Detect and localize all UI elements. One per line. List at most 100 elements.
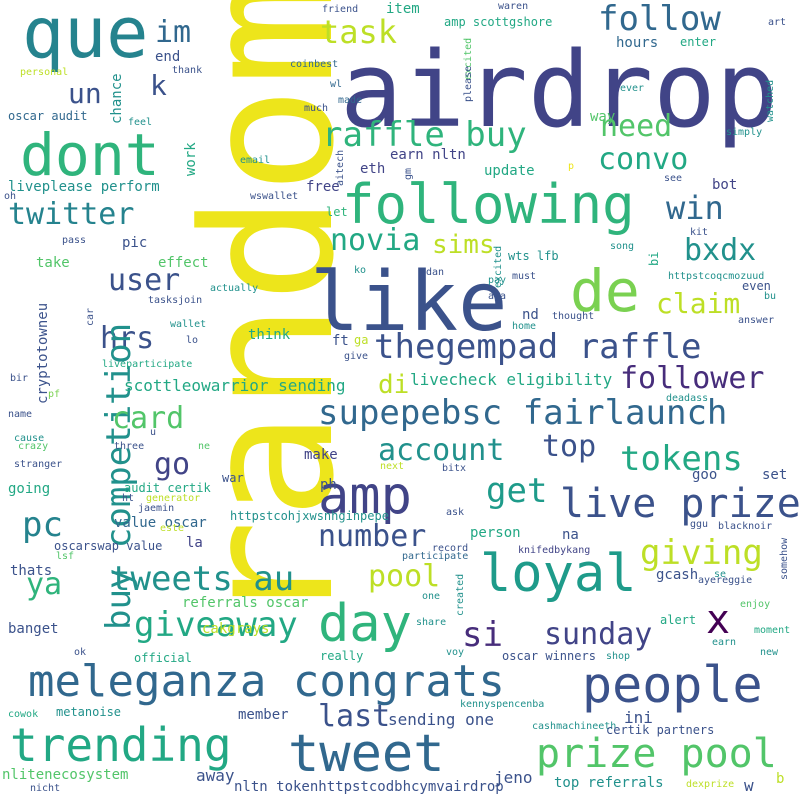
word-ne: ne [198, 441, 211, 452]
word-official: official [134, 651, 192, 665]
word-value-oscar: value oscar [114, 515, 207, 531]
word-httpstcohjxwsnhginpepe: httpstcohjxwsnhginpepe [230, 509, 389, 523]
word-gcash: gcash [656, 567, 699, 583]
word-wswallet: wswallet [250, 191, 299, 202]
word-scottleowarrior-sending: scottleowarrior sending [124, 376, 346, 395]
word-ini: ini [624, 708, 653, 727]
word-next: next [380, 461, 405, 472]
word-jeno: jeno [494, 768, 533, 787]
word-cowok: cowok [8, 709, 39, 720]
word-jaemin: jaemin [138, 503, 175, 514]
word-much: much [304, 103, 329, 114]
word-created: created [455, 573, 466, 616]
word-really: really [320, 649, 364, 663]
word-three: three [114, 441, 145, 452]
word-thats: thats [10, 563, 53, 579]
word-hours: hours [616, 35, 659, 51]
word-que: que [22, 0, 149, 74]
word-amp-scottgshore: amp scottgshore [444, 15, 553, 29]
word-item: item [386, 1, 420, 17]
word-giveaway: giveaway [134, 605, 298, 645]
word-pool: pool [368, 559, 441, 594]
word-prize-pool: prize pool [536, 731, 777, 777]
word-la: la [186, 535, 203, 551]
word-kennyspencenba: kennyspencenba [460, 699, 545, 710]
word-must: must [512, 271, 537, 282]
word-enter: enter [680, 35, 717, 49]
word-make: make [304, 447, 338, 463]
word-friend: friend [322, 4, 359, 15]
word-waren: waren [498, 1, 529, 12]
word-se: se [714, 569, 727, 580]
word-somehow: somehow [779, 537, 790, 580]
word-httpstcoqcmozuud: httpstcoqcmozuud [668, 271, 765, 282]
word-claim: claim [656, 287, 741, 320]
word-oh: oh [4, 191, 17, 202]
word-going: going [8, 481, 51, 497]
word-si: si [462, 615, 503, 655]
word-gm: gm [403, 167, 414, 180]
word-referrals-oscar: referrals oscar [182, 595, 309, 611]
word-bot: bot [712, 177, 738, 193]
word-effect: effect [158, 255, 209, 271]
word-person: person [470, 525, 521, 541]
word-alert: alert [660, 613, 697, 627]
word-day: day [318, 594, 412, 654]
word-ht: ht [122, 493, 135, 504]
word-ph: ph [320, 477, 337, 493]
word-pay: pay [488, 275, 507, 286]
word-deadass: deadass [666, 393, 709, 404]
word-nicht: nicht [30, 783, 61, 794]
word-ft: ft [332, 333, 349, 349]
word-un: un [68, 77, 102, 110]
word-excited: excited [493, 245, 504, 288]
word-end: end [155, 49, 181, 65]
word-w: w [744, 776, 754, 795]
word-song: song [610, 241, 635, 252]
word-new: new [760, 647, 779, 658]
word-aitech: aitech [335, 149, 346, 186]
word-email: email [240, 155, 271, 166]
word-aja: aja [488, 291, 507, 302]
word-thought: thought [552, 311, 595, 322]
word-nltn-tokenhttpstcodbhcymvairdrop: nltn tokenhttpstcodbhcymvairdrop [234, 779, 504, 795]
word-art: art [768, 17, 787, 28]
word-think: think [248, 327, 291, 343]
word-lsf: lsf [56, 551, 75, 562]
word-amp: amp [318, 466, 412, 526]
word-im: im [155, 15, 192, 50]
word-please: please [463, 65, 474, 102]
word-nd: nd [522, 307, 539, 323]
word-livecheck-eligibility: livecheck eligibility [410, 370, 613, 389]
word-work: work [183, 142, 199, 176]
word-earn-nltn: earn nltn [390, 147, 466, 163]
word-pc: pc [22, 505, 63, 545]
word-pass: pass [62, 235, 87, 246]
word-wl: wl [330, 79, 343, 90]
word-sending-one: sending one [388, 710, 494, 729]
word-ask: ask [446, 507, 465, 518]
word-ok: ok [74, 647, 87, 658]
word-novia: novia [330, 223, 421, 258]
word-enjoy: enjoy [740, 599, 771, 610]
word-record: record [432, 543, 469, 554]
word-need: need [600, 109, 673, 144]
word-tasksjoin: tasksjoin [148, 295, 203, 306]
word-audit-certik: audit certik [124, 481, 211, 495]
word-ya: ya [26, 567, 63, 602]
word-ayereggie: ayereggie [698, 575, 753, 586]
word-top: top [542, 429, 597, 464]
word-way: way [590, 109, 616, 125]
word-dont: dont [20, 121, 160, 189]
word-follower: follower [620, 361, 765, 396]
word-cashmachineeth: cashmachineeth [532, 721, 617, 732]
word-airdrop: airdrop [340, 29, 779, 151]
word-trending: trending [10, 718, 232, 772]
word-get: get [486, 471, 548, 511]
word-watched: watched [765, 79, 776, 122]
word-p: p [568, 161, 575, 172]
word-earn: earn [712, 637, 737, 648]
word-eth: eth [360, 161, 386, 177]
word-metanoise: metanoise [56, 705, 122, 719]
